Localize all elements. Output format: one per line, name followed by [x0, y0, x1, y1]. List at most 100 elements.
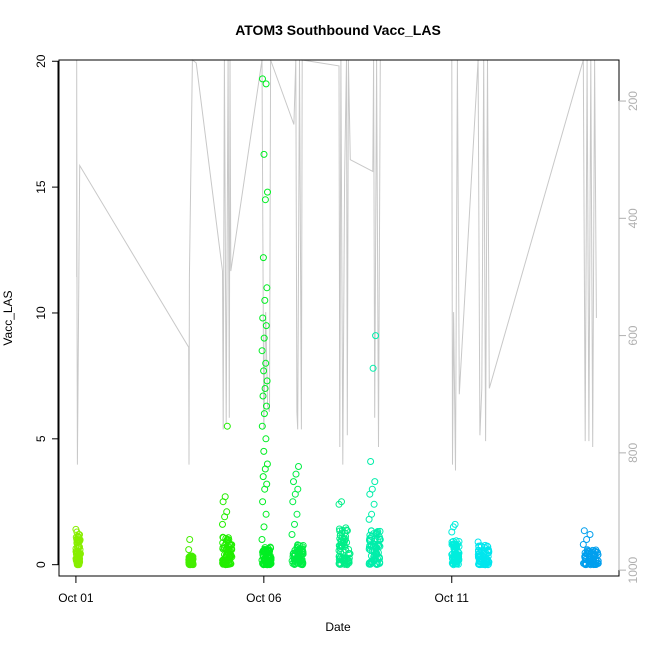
data-point: [454, 560, 462, 568]
data-point: [289, 560, 297, 567]
data-point-outlier: [264, 188, 271, 196]
data-point-outlier: [368, 510, 376, 518]
data-point: [367, 552, 375, 560]
data-point-outlier: [259, 314, 267, 322]
data-point: [73, 543, 81, 551]
y-tick-label: 0: [34, 561, 48, 568]
data-point: [264, 547, 272, 555]
data-point-outlier: [258, 347, 266, 355]
data-point: [266, 543, 274, 551]
data-point: [226, 545, 234, 553]
data-point: [346, 550, 354, 558]
data-point: [591, 550, 599, 558]
data-point: [225, 553, 233, 561]
data-point-outlier: [263, 460, 271, 468]
data-point-outlier: [372, 332, 380, 340]
data-point: [295, 554, 303, 561]
data-point-outlier: [367, 458, 375, 465]
right-tick-label: 600: [626, 325, 640, 345]
data-point: [373, 560, 381, 568]
data-point: [294, 544, 302, 552]
data-point: [376, 559, 384, 567]
data-point-outlier: [451, 520, 459, 528]
data-point-outlier: [294, 485, 302, 493]
data-point: [260, 559, 267, 567]
data-point: [484, 546, 492, 554]
data-point-outlier: [263, 377, 271, 385]
data-point-outlier: [260, 523, 268, 531]
point-cluster: [219, 422, 236, 569]
point-cluster: [448, 520, 463, 569]
data-point: [375, 533, 383, 541]
data-point-outlier: [223, 422, 231, 430]
data-point: [373, 541, 381, 549]
data-point-outlier: [288, 531, 296, 538]
y-tick-label: 5: [34, 435, 48, 442]
data-point-outlier: [260, 410, 268, 418]
data-point: [75, 551, 83, 559]
point-cluster: [288, 463, 307, 569]
data-point-outlier: [263, 284, 271, 292]
data-point: [296, 547, 304, 555]
data-point-outlier: [258, 422, 266, 430]
right-tick-label: 400: [626, 208, 640, 228]
data-point-outlier: [370, 500, 378, 508]
data-point: [587, 556, 595, 564]
data-point-outlier: [258, 536, 266, 543]
data-point-outlier: [261, 296, 269, 304]
data-point-outlier: [260, 150, 268, 158]
data-point: [223, 546, 231, 554]
x-tick-label: Oct 01: [58, 591, 94, 605]
data-point-outlier: [262, 80, 270, 88]
data-point: [475, 546, 482, 554]
data-point: [187, 560, 195, 568]
data-point-outlier: [259, 473, 267, 481]
data-point-outlier: [262, 322, 270, 330]
data-point: [340, 553, 348, 561]
data-point: [291, 561, 298, 568]
data-point-outlier: [583, 536, 591, 543]
data-point: [343, 527, 351, 535]
right-tick-label: 200: [626, 91, 640, 111]
data-point: [188, 553, 195, 561]
data-point-outlier: [292, 470, 300, 478]
data-point: [365, 545, 373, 553]
chart-title: ATOM3 Southbound Vacc_LAS: [235, 22, 441, 38]
data-point-outlier: [223, 508, 231, 516]
data-point: [481, 561, 489, 569]
data-point-outlier: [338, 498, 345, 506]
data-point-outlier: [368, 485, 376, 493]
y-tick-label: 15: [34, 180, 48, 194]
data-point: [340, 560, 348, 568]
data-point: [449, 540, 457, 548]
data-point: [224, 538, 232, 546]
data-point: [483, 558, 491, 566]
data-point-outlier: [259, 75, 266, 83]
data-point-outlier: [263, 480, 271, 488]
data-point-outlier: [186, 536, 194, 543]
data-point: [475, 542, 483, 550]
data-point: [374, 549, 382, 556]
data-point: [73, 561, 81, 569]
x-axis-label: Date: [325, 620, 351, 634]
data-point: [449, 553, 457, 561]
data-point: [484, 543, 492, 551]
data-point: [75, 536, 83, 544]
data-point: [337, 560, 345, 568]
data-point-outlier: [293, 510, 301, 518]
data-point-outlier: [586, 531, 594, 538]
data-point-outlier: [73, 528, 81, 536]
data-point: [298, 561, 306, 569]
right-tick-label: 800: [626, 443, 640, 463]
point-cluster: [335, 498, 354, 569]
plot-layer: [72, 58, 602, 569]
x-tick-label: Oct 06: [246, 591, 282, 605]
data-point: [336, 552, 344, 560]
data-point-outlier: [289, 498, 297, 506]
data-point-outlier: [474, 538, 482, 546]
data-point: [345, 556, 353, 564]
axis-layer: 0 5 10 15 20 Oct 01 Oct 06 Oct 11 200 400 600 800 10…: [34, 54, 640, 605]
point-cluster: [72, 525, 84, 569]
data-point-outlier: [580, 527, 588, 535]
